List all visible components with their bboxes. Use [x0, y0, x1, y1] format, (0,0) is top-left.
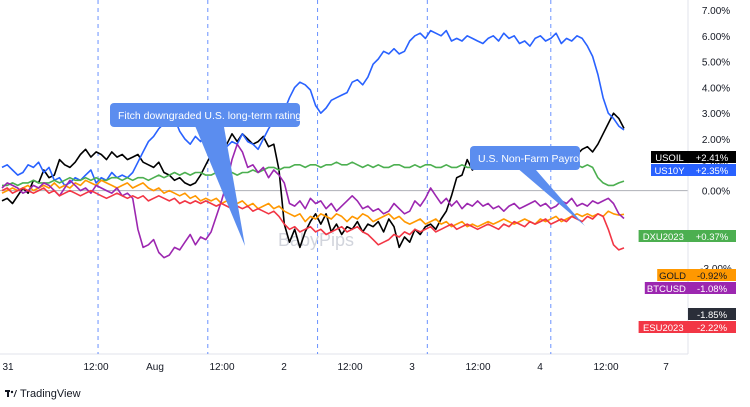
- y-tick-label: 0.00%: [702, 187, 730, 198]
- series-name-badge: [638, 321, 688, 333]
- series-value-badge: [688, 269, 736, 281]
- series-name-text: BTCUSD: [647, 284, 686, 295]
- y-tick-label: 7.00%: [702, 6, 730, 17]
- series-name-text: GOLD: [659, 271, 686, 282]
- series-value-text: +0.37%: [696, 232, 729, 243]
- annotation-fitch-text: Fitch downgraded U.S. long-term ratings: [118, 110, 307, 122]
- series-value-text: -1.08%: [697, 284, 728, 295]
- series-value-badge: [688, 308, 736, 320]
- series-value-text: -2.22%: [697, 323, 728, 334]
- annotation-nfp-text: U.S. Non-Farm Payrolls: [478, 153, 589, 165]
- series-name-badge: [651, 151, 688, 163]
- series-value-badge: [688, 282, 736, 294]
- brand-logo[interactable]: TradingView: [5, 388, 81, 400]
- series-name-badge: [651, 164, 688, 176]
- series-line-btcusd: [1, 143, 625, 259]
- series-line-gold: [1, 179, 625, 228]
- x-tick-label: 31: [2, 362, 14, 373]
- series-value-text: +2.35%: [696, 166, 729, 177]
- y-tick-label: 3.00%: [702, 109, 730, 120]
- x-tick-label: 12:00: [209, 362, 234, 373]
- series-value-badge: [688, 321, 736, 333]
- x-tick-label: 12:00: [593, 362, 618, 373]
- x-tick-label: Aug: [146, 362, 164, 373]
- y-tick-label: 2.00%: [702, 135, 730, 146]
- x-tick-label: 2: [281, 362, 287, 373]
- x-tick-label: 7: [663, 362, 669, 373]
- x-tick-label: 3: [409, 362, 415, 373]
- annotation-nfp-pointer: [519, 170, 585, 226]
- annotation-fitch-pointer: [195, 127, 245, 246]
- series-line-esu2023: [1, 187, 625, 251]
- series-value-badge: [688, 151, 736, 163]
- series-name-badge: [657, 269, 688, 281]
- footer: TradingView: [0, 385, 750, 407]
- brand-name: TradingView: [20, 388, 81, 400]
- series-name-badge: [638, 230, 688, 242]
- tradingview-logo-icon: [5, 390, 17, 397]
- series-name-text: USOIL: [655, 153, 684, 164]
- x-tick-label: 12:00: [465, 362, 490, 373]
- x-tick-label: 4: [537, 362, 543, 373]
- series-name-text: DXU2023: [643, 232, 684, 243]
- annotation-fitch-box: [110, 103, 300, 127]
- y-tick-label: 6.00%: [702, 32, 730, 43]
- annotation-nfp-box: [470, 146, 580, 170]
- series-value-badge: [688, 164, 736, 176]
- y-tick-label: 5.00%: [702, 58, 730, 69]
- x-tick-label: 12:00: [337, 362, 362, 373]
- x-tick-label: 12:00: [83, 362, 108, 373]
- y-tick-label: 4.00%: [702, 83, 730, 94]
- series-name-text: US10Y: [654, 166, 685, 177]
- series-name-text: ESU2023: [643, 323, 684, 334]
- series-value-text: -1.85%: [697, 310, 728, 321]
- series-value-text: +2.41%: [696, 153, 729, 164]
- series-value-badge: [688, 230, 736, 242]
- series-value-text: -0.92%: [697, 271, 728, 282]
- series-name-badge: [644, 282, 688, 294]
